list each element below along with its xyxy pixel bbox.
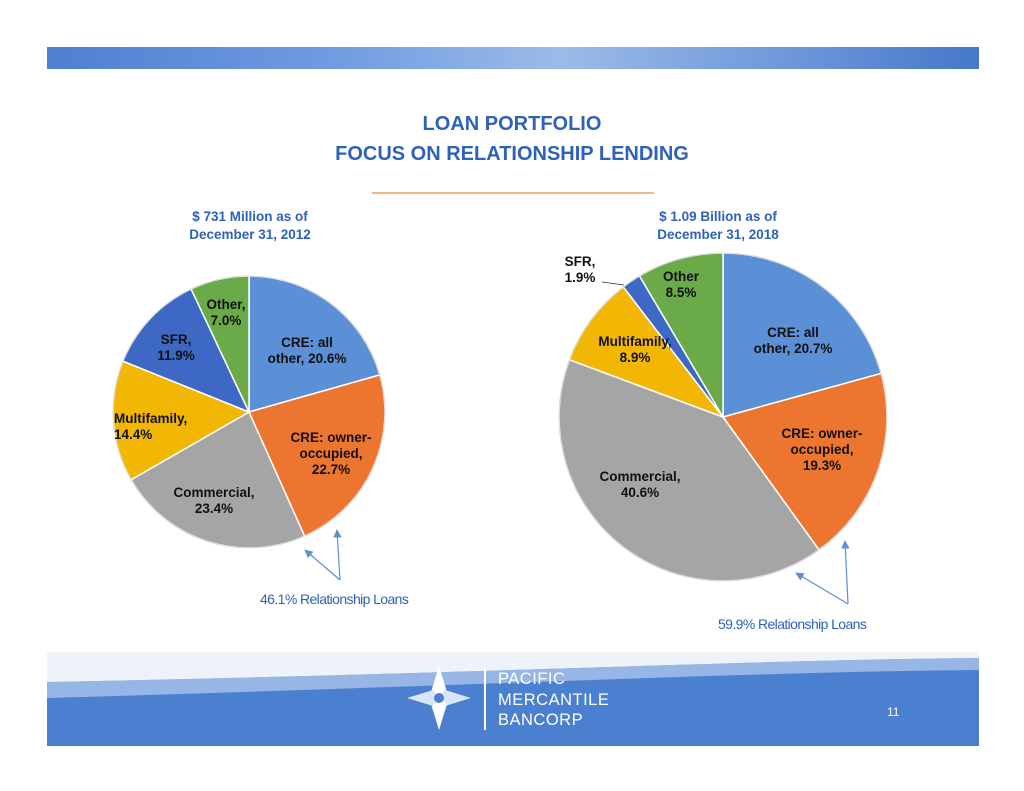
pie-label-multifamily: Multifamily, 8.9% bbox=[598, 334, 671, 365]
brand-line2: MERCANTILE bbox=[498, 690, 610, 709]
pie-label-commercial: Commercial, 40.6% bbox=[599, 469, 680, 500]
slide-title-line1: LOAN PORTFOLIO bbox=[422, 113, 602, 135]
left-arrow-cre-other bbox=[333, 529, 342, 581]
title-underline bbox=[372, 192, 654, 194]
pie-label-multifamily: Multifamily, 14.4% bbox=[114, 411, 187, 442]
page-number: 11 bbox=[887, 705, 900, 719]
brand-line3: BANCORP bbox=[498, 711, 584, 729]
pie-label-sfr: SFR, 11.9% bbox=[157, 332, 195, 363]
pie-rim bbox=[558, 252, 888, 582]
left-chart-subtitle: $ 731 Million as of December 31, 2012 bbox=[140, 208, 360, 244]
pie-label-cre-owner-occupied: CRE: owner-occupied, 19.3% bbox=[782, 426, 863, 473]
pacific-mercantile-logo-icon bbox=[407, 666, 471, 730]
pie-chart-2012: CRE: all other, 20.6% CRE: owner-occupied,… bbox=[112, 275, 386, 549]
right-arrow-owner-occupied bbox=[795, 572, 849, 605]
pie-label-sfr: SFR, 1.9% bbox=[565, 254, 596, 285]
pie-label-cre-all-other: CRE: all other, 20.7% bbox=[754, 325, 833, 356]
left-chart-subtitle-line2: December 31, 2012 bbox=[189, 227, 311, 242]
pie-chart-2018: CRE: all other, 20.7% CRE: owner-occupied,… bbox=[558, 252, 888, 582]
right-relationship-note: 59.9% Relationship Loans bbox=[718, 616, 867, 632]
pie-rim bbox=[112, 275, 386, 549]
right-chart-subtitle-line2: December 31, 2018 bbox=[657, 227, 779, 242]
left-relationship-note: 46.1% Relationship Loans bbox=[260, 591, 409, 607]
right-chart-subtitle-line1: $ 1.09 Billion as of bbox=[659, 209, 777, 224]
left-arrow-owner-occupied bbox=[304, 549, 341, 581]
brand-wordmark: PACIFIC MERCANTILE BANCORP bbox=[498, 669, 609, 731]
relationship-arrows bbox=[304, 529, 850, 605]
brand-divider bbox=[484, 668, 486, 730]
left-chart-subtitle-line1: $ 731 Million as of bbox=[192, 209, 308, 224]
pie-label-other: Other, 7.0% bbox=[206, 297, 245, 328]
footer-sweep bbox=[47, 652, 979, 698]
pie-label-cre-all-other: CRE: all other, 20.6% bbox=[268, 335, 347, 366]
footer-band bbox=[47, 652, 979, 746]
pie-label-cre-owner-occupied: CRE: owner-occupied, 22.7% bbox=[291, 430, 372, 477]
right-chart-subtitle: $ 1.09 Billion as of December 31, 2018 bbox=[608, 208, 828, 244]
brand-line1: PACIFIC bbox=[498, 670, 566, 688]
right-arrow-cre-other bbox=[841, 540, 850, 605]
top-banner bbox=[47, 47, 979, 69]
pie-label-commercial: Commercial, 23.4% bbox=[173, 485, 254, 516]
pie-leader-line bbox=[601, 281, 625, 286]
pie-label-other: Other 8.5% bbox=[663, 269, 700, 300]
slide-title-line2: FOCUS ON RELATIONSHIP LENDING bbox=[335, 143, 689, 165]
